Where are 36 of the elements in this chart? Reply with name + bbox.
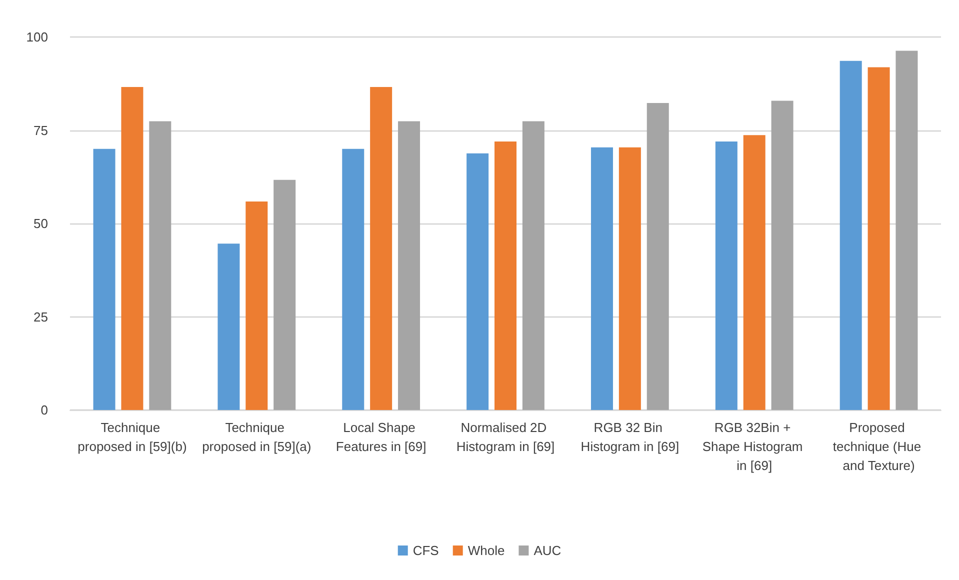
bar [274,180,296,410]
bar [743,135,766,410]
bar [121,86,144,410]
legend-label: CFS [412,543,440,558]
x-tick-label: Technique proposed in [59](b) [78,420,187,454]
bar [246,201,268,410]
bar [466,153,489,410]
y-tick-label: 50 [34,216,48,231]
x-tick-label: Technique proposed in [59](a) [202,420,312,454]
bar [590,147,613,410]
bar [646,103,669,410]
bar [93,148,116,410]
bar [522,121,544,410]
x-tick-label: RGB 32 Bin Histogram in [69] [580,420,680,454]
x-tick-label: Normalised 2D Histogram in [69] [456,420,555,454]
y-tick-label: 0 [40,402,48,418]
bar [342,148,364,410]
bar [618,147,641,410]
x-tick-label: Local Shape Features in [69] [336,420,426,454]
y-tick-label: 25 [34,309,48,324]
bar [370,86,392,410]
bar [398,121,420,410]
bar [218,244,240,410]
bar [771,100,794,410]
x-tick-label: RGB 32Bin + Shape Histogram in [69] [702,420,806,473]
y-tick-label: 75 [34,122,48,138]
bar [149,121,172,410]
legend-label: AUC [534,543,562,558]
bar [494,141,516,410]
x-tick-label: Proposed technique (Hue and Texture) [832,420,925,473]
bar [840,60,862,410]
y-tick-label: 100 [26,30,48,44]
bar [715,141,738,410]
bar [868,67,890,410]
bar [896,50,918,410]
legend-label: Whole [468,543,505,558]
